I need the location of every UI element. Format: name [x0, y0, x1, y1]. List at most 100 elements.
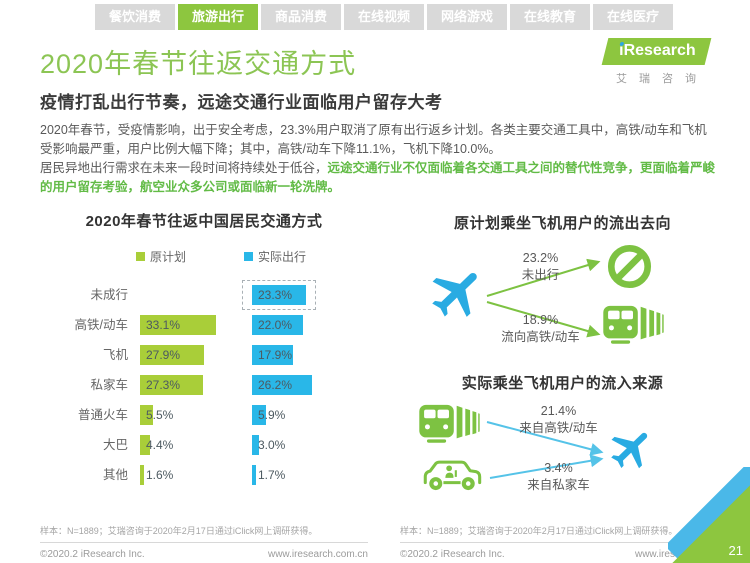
logo-subtitle: 艾瑞咨询: [616, 73, 708, 85]
outflow-label-2: 18.9% 流向高铁/动车: [493, 312, 588, 346]
bar-actual: [252, 465, 256, 485]
iresearch-logo: iResearch 艾瑞咨询: [600, 38, 712, 86]
copyright-text: ©2020.2 iResearch Inc.: [400, 549, 505, 560]
page-title: 2020年春节往返交通方式: [40, 49, 357, 79]
bar-actual: [252, 375, 313, 395]
bar-planned: [140, 375, 203, 395]
bar-category-label: 其他: [102, 468, 128, 482]
inflow-value-1: 21.4%: [540, 404, 577, 418]
inflow-label-2: 3.4% 来自私家车: [511, 460, 606, 494]
outflow-value-1: 23.2%: [522, 251, 559, 265]
bar-category-label: 高铁/动车: [74, 318, 128, 332]
bar-chart-row: 大巴 4.4% 3.0%: [40, 430, 368, 460]
bar-track-actual: 17.9%: [252, 345, 368, 365]
bar-value-label: 3.0%: [258, 438, 286, 452]
nav-tab-3[interactable]: 在线视频: [344, 4, 424, 30]
bar-chart-row: 高铁/动车 33.1% 22.0%: [40, 310, 368, 340]
outflow-target-2: 流向高铁/动车: [501, 330, 580, 344]
outflow-value-2: 18.9%: [522, 313, 559, 327]
bar-value-label: 5.9%: [258, 408, 286, 422]
outflow-target-1: 未出行: [521, 268, 560, 282]
bar-track-actual: 3.0%: [252, 435, 368, 455]
bar-track-actual: 1.7%: [252, 465, 368, 485]
nav-tab-5[interactable]: 在线教育: [510, 4, 590, 30]
corner-decoration: 21: [668, 467, 750, 563]
bar-track-actual: 22.0%: [252, 315, 368, 335]
bar-track-planned: 27.9%: [140, 345, 252, 365]
bar-value-label: 1.6%: [146, 468, 174, 482]
nav-tab-1[interactable]: 旅游出行: [178, 4, 258, 30]
intro-text: 2020年春节，受疫情影响，出于安全考虑，23.3%用户取消了原有出行返乡计划。…: [40, 121, 716, 197]
inflow-diagram: 实际乘坐飞机用户的流入来源 21.4% 来自高铁/动车: [385, 372, 740, 524]
website-link[interactable]: www.iresearch.com.cn: [267, 549, 368, 560]
bar-track-planned: 33.1%: [140, 315, 252, 335]
bar-actual: [252, 435, 259, 455]
nav-tab-6[interactable]: 在线医疗: [593, 4, 673, 30]
outflow-title: 原计划乘坐飞机用户的流出去向: [453, 215, 671, 232]
bar-chart-title: 2020年春节往返中国居民交通方式: [85, 213, 323, 230]
bar-actual: [252, 285, 306, 305]
legend-label-actual: 实际出行: [258, 250, 307, 264]
bar-value-label: 5.5%: [146, 408, 174, 422]
bar-chart-rows: 未成行 23.3% 高铁/动车 33.1% 22.0% 飞机 27.9% 17.9% 私家车 27…: [40, 280, 368, 490]
plane-icon: [611, 432, 648, 469]
nav-tab-2[interactable]: 商品消费: [261, 4, 341, 30]
footer-divider: [400, 542, 735, 543]
bar-track-actual: 5.9%: [252, 405, 368, 425]
intro-paragraph-2-highlight: 远途交通行业不仅面临着各交通工具之间的替代性竞争，更面临着严峻的用户留存考验，航…: [40, 161, 716, 194]
car-icon: [423, 460, 482, 491]
bar-planned: [140, 315, 217, 335]
bar-chart-row: 私家车 27.3% 26.2%: [40, 370, 368, 400]
intro-paragraph-2-normal: 居民异地出行需求在未来一段时间将持续处于低谷，: [40, 161, 328, 175]
bar-actual: [252, 345, 294, 365]
footer-left: 样本：N=1889；艾瑞咨询于2020年2月17日通过iClick网上调研获得。…: [40, 524, 368, 560]
bar-track-planned: 5.5%: [140, 405, 252, 425]
bar-chart-row: 其他 1.6% 1.7%: [40, 460, 368, 490]
bar-category-label: 飞机: [102, 348, 128, 362]
sample-note: 样本：N=1889；艾瑞咨询于2020年2月17日通过iClick网上调研获得。: [400, 526, 678, 536]
bar-track-planned: 1.6%: [140, 465, 252, 485]
bar-track-planned: 27.3%: [140, 375, 252, 395]
inflow-source-1: 来自高铁/动车: [519, 421, 598, 435]
bar-value-label: 26.2%: [258, 378, 293, 392]
inflow-arrows: [486, 421, 604, 479]
nav-tab-0[interactable]: 餐饮消费: [95, 4, 175, 30]
bar-value-label: 27.9%: [146, 348, 181, 362]
bar-chart: 2020年春节往返中国居民交通方式 原计划 实际出行 未成行 23.3% 高铁/动车…: [40, 210, 368, 490]
bar-category-label: 大巴: [102, 438, 128, 452]
plane-icon: [432, 272, 477, 317]
inflow-title: 实际乘坐飞机用户的流入来源: [461, 375, 664, 392]
bar-planned: [140, 405, 153, 425]
bar-chart-row: 普通火车 5.5% 5.9%: [40, 400, 368, 430]
bar-value-label: 27.3%: [146, 378, 181, 392]
bar-chart-row: 未成行 23.3%: [40, 280, 368, 310]
legend-label-planned: 原计划: [150, 250, 187, 264]
copyright-text: ©2020.2 iResearch Inc.: [40, 549, 145, 560]
footer-divider: [40, 542, 368, 543]
iresearch-logo-mark: iResearch: [601, 38, 711, 65]
bar-value-label: 33.1%: [146, 318, 181, 332]
legend-item-planned: 原计划: [136, 248, 186, 265]
bar-value-label: 17.9%: [258, 348, 293, 362]
legend-swatch-actual: [244, 252, 254, 261]
train-icon: [603, 305, 664, 344]
bar-category-label: 私家车: [90, 378, 128, 392]
highlight-dashed-box: [242, 280, 316, 310]
bar-planned: [140, 435, 151, 455]
outflow-label-1: 23.2% 未出行: [493, 250, 588, 284]
inflow-source-2: 来自私家车: [527, 478, 590, 492]
nav-tab-4[interactable]: 网络游戏: [427, 4, 507, 30]
logo-brand-text: iResearch: [618, 42, 696, 59]
bar-planned: [140, 345, 205, 365]
intro-paragraph-1: 2020年春节，受疫情影响，出于安全考虑，23.3%用户取消了原有出行返乡计划。…: [40, 123, 707, 156]
bar-track-planned: 4.4%: [140, 435, 252, 455]
bar-track-actual: 23.3%: [242, 280, 368, 310]
legend-item-actual: 实际出行: [244, 248, 306, 265]
bar-chart-row: 飞机 27.9% 17.9%: [40, 340, 368, 370]
outflow-diagram: 原计划乘坐飞机用户的流出去向 23.2% 未出行 18.9% 流向高铁/动车: [385, 212, 740, 370]
outflow-arrows: [486, 258, 601, 338]
bar-value-label: 22.0%: [258, 318, 293, 332]
bar-value-label: 1.7%: [258, 468, 286, 482]
report-subtitle: 疫情打乱出行节奏，远途交通行业面临用户留存大考: [40, 93, 443, 112]
bar-value-label: 23.3%: [258, 288, 293, 302]
